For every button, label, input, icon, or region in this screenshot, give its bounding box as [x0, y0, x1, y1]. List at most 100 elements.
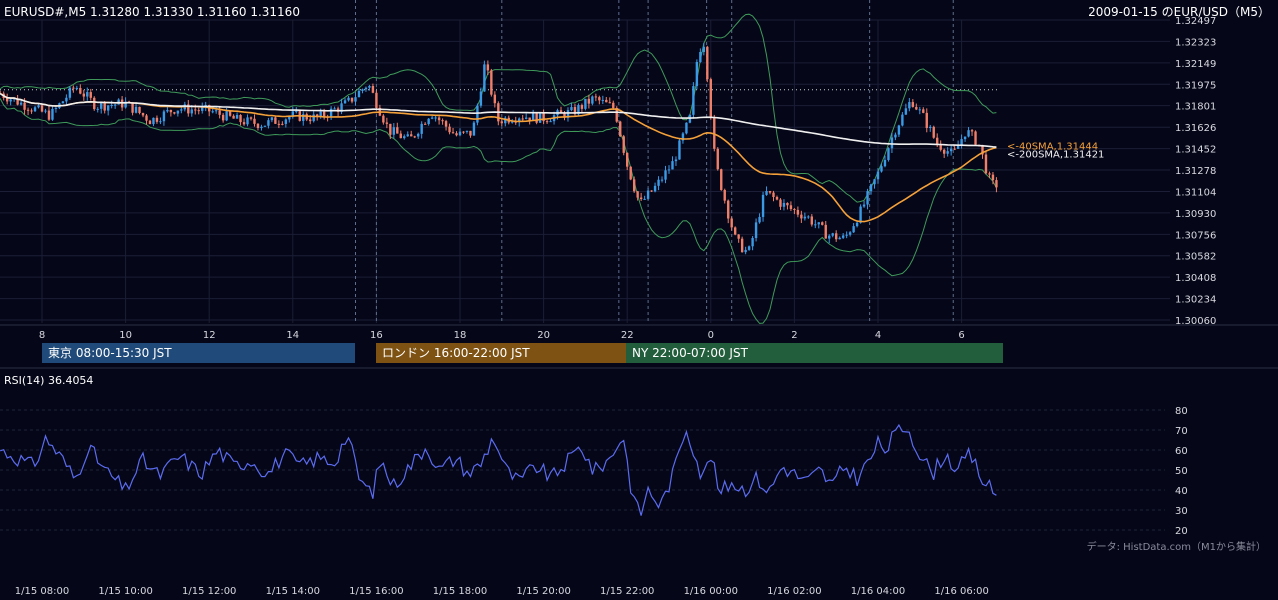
candle-body [768, 190, 772, 193]
candle-body [26, 109, 30, 111]
candle-body [807, 216, 810, 218]
candle-body [194, 109, 197, 111]
candle-body [880, 166, 883, 172]
session-bar-ny: NY 22:00-07:00 JST [626, 343, 1003, 363]
candle-body [413, 136, 416, 138]
candle-body [956, 145, 960, 149]
candle-body [430, 117, 434, 119]
candle-body [458, 131, 462, 136]
candle-body [946, 151, 949, 154]
candle-body [681, 133, 685, 141]
candle-body [740, 238, 744, 253]
candle-body [995, 180, 998, 188]
rsi-path [0, 423, 997, 516]
price-axis: 1.32497 1.32323 1.32149 1.31975 1.31801 1.316… [1175, 16, 1216, 327]
moving-averages [0, 92, 997, 223]
candle-body [646, 190, 650, 199]
candle-body [511, 121, 514, 123]
candle-body [309, 119, 312, 122]
candle-body [145, 115, 148, 121]
candle-body [399, 133, 402, 139]
candle-body [340, 103, 343, 112]
hour-tick-label: 14 [286, 330, 299, 341]
candle-body [612, 102, 615, 108]
hour-tick-label: 16 [370, 330, 383, 341]
candle-body [692, 86, 695, 115]
candle-body [291, 111, 294, 117]
candle-body [270, 117, 274, 121]
candle-body [869, 184, 873, 192]
candle-body [68, 87, 72, 98]
candle-body [796, 209, 800, 215]
time-tick-label: 1/16 00:00 [684, 586, 738, 597]
price-tick-label: 1.32497 [1175, 16, 1216, 27]
candle-body [524, 117, 528, 119]
time-tick-label: 1/15 10:00 [98, 586, 152, 597]
candle-body [368, 85, 371, 88]
price-tick-label: 1.30756 [1175, 230, 1216, 241]
candle-body [333, 108, 336, 110]
candle-body [235, 115, 239, 119]
candle-body [54, 107, 58, 109]
candle-body [897, 125, 901, 135]
candle-body [427, 118, 430, 125]
candle-body [138, 106, 141, 113]
price-candles [0, 42, 998, 255]
candle-body [709, 79, 712, 118]
candle-body [566, 110, 570, 118]
candle-body [329, 108, 333, 118]
candle-body [608, 102, 611, 104]
candle-body [835, 233, 838, 240]
candle-body [563, 112, 566, 118]
candle-body [284, 119, 288, 124]
candle-body [876, 171, 880, 180]
candle-body [545, 121, 549, 123]
candle-body [862, 204, 866, 207]
candle-body [455, 133, 458, 136]
price-tick-label: 1.32149 [1175, 59, 1216, 70]
candle-body [967, 130, 970, 137]
candle-body [493, 94, 497, 104]
candle-body [601, 99, 605, 101]
candle-body [744, 249, 747, 253]
candle-body [908, 102, 911, 109]
candle-body [716, 148, 719, 170]
candle-body [51, 108, 54, 120]
time-tick-label: 1/15 20:00 [516, 586, 570, 597]
price-tick-label: 1.30234 [1175, 295, 1216, 306]
candle-body [789, 205, 793, 209]
candle-body [949, 148, 953, 152]
candle-body [423, 123, 427, 125]
time-tick-label: 1/16 02:00 [767, 586, 821, 597]
hour-axis: 8 10 12 14 16 18 20 22 0 2 4 6 [39, 330, 965, 341]
candle-body [166, 109, 169, 112]
candle-body [929, 126, 932, 128]
candle-body [385, 122, 389, 124]
candle-body [702, 46, 706, 53]
candle-body [9, 99, 12, 102]
ma-label: <-40SMA,1.31444 [1007, 142, 1098, 153]
candle-body [953, 148, 956, 150]
time-tick-label: 1/15 22:00 [600, 586, 654, 597]
candle-body [79, 87, 82, 94]
hour-tick-label: 10 [119, 330, 132, 341]
candle-body [61, 101, 65, 104]
candle-body [939, 144, 942, 150]
candle-body [343, 100, 347, 104]
candle-body [214, 110, 218, 112]
candle-body [518, 118, 521, 122]
candle-body [841, 235, 845, 238]
candle-body [821, 222, 824, 225]
rsi-tick-label: 50 [1175, 466, 1188, 477]
candle-body [465, 130, 469, 132]
candle-body [810, 216, 814, 225]
candle-body [232, 115, 235, 119]
candle-body [357, 90, 361, 98]
candle-body [30, 110, 33, 112]
candle-body [500, 121, 503, 124]
candle-body [772, 192, 775, 197]
candle-body [347, 97, 350, 101]
session-bar-london: ロンドン 16:00-22:00 JST [376, 343, 626, 363]
candle-body [577, 105, 580, 115]
hour-tick-label: 22 [621, 330, 634, 341]
